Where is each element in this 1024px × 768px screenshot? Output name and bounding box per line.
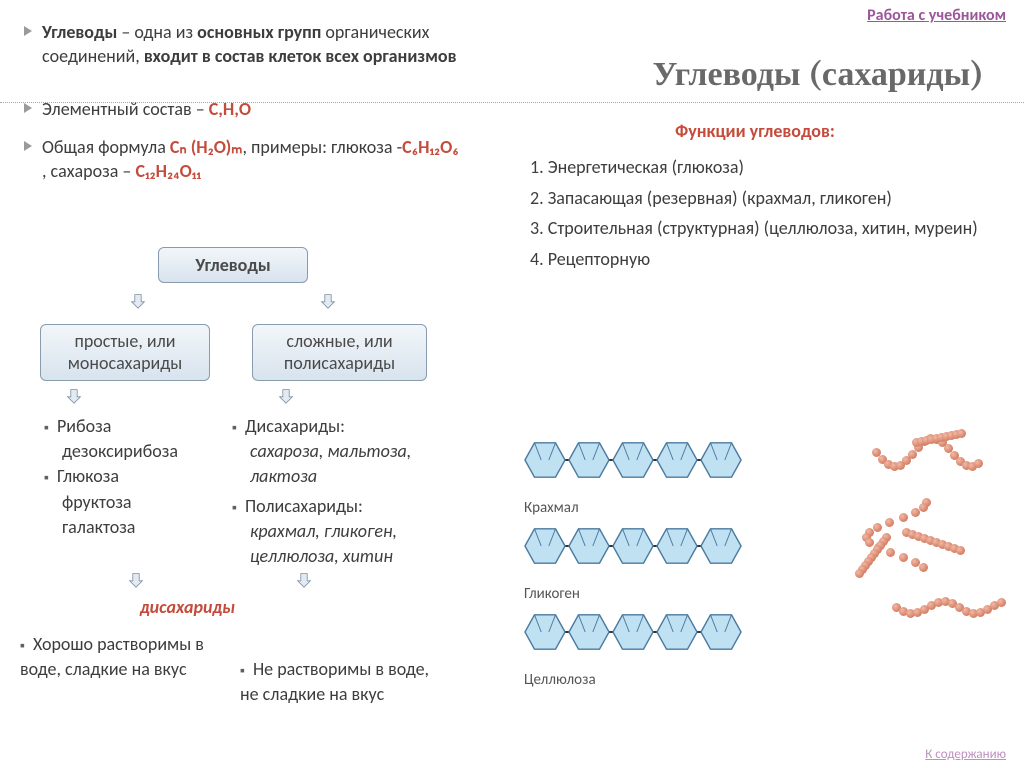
list-item: галактоза xyxy=(44,515,214,540)
functions-list: 1. Энергетическая (глюкоза) 2. Запасающа… xyxy=(530,152,1000,274)
list-item: Рибоза xyxy=(44,414,214,439)
list-item: Дисахариды: xyxy=(232,414,462,439)
chain-label: Гликоген xyxy=(524,585,738,603)
mono-list: Рибоза дезоксирибоза Глюкоза фруктоза га… xyxy=(44,414,214,540)
function-item: 1. Энергетическая (глюкоза) xyxy=(530,152,1000,183)
term: Углеводы xyxy=(42,21,117,43)
bullet-icon xyxy=(24,26,32,36)
list-item: Хорошо растворимы в воде, сладкие на вку… xyxy=(20,632,230,682)
simple-box: простые, или моносахариды xyxy=(40,324,210,381)
arrow-icon xyxy=(320,293,336,309)
root-box: Углеводы xyxy=(158,247,308,283)
list-item: крахмал, гликоген, целлюлоза, хитин xyxy=(232,519,462,569)
disaccharide-label: дисахариды xyxy=(140,596,235,618)
arrow-icon xyxy=(66,388,82,404)
chain-label: Целлюлоза xyxy=(524,671,738,689)
functions-block: Функции углеводов: 1. Энергетическая (гл… xyxy=(510,120,1000,274)
function-item: 4. Рецепторную xyxy=(530,244,1000,275)
insoluble-text: Не растворимы в воде, не сладкие на вкус xyxy=(240,632,450,733)
arrow-icon xyxy=(130,293,146,309)
elemental-bullet: Элементный состав – C,H,O xyxy=(24,97,464,121)
list-item: сахароза, мальтоза, лактоза xyxy=(232,439,462,489)
definition-text: Углеводы – одна из основных групп органи… xyxy=(42,20,464,69)
arrow-icon xyxy=(278,388,294,404)
bullet-icon xyxy=(24,103,32,113)
arrow-icon xyxy=(296,572,312,588)
slide-title: Углеводы (сахариды) xyxy=(653,54,984,94)
elemental-text: Элементный состав – C,H,O xyxy=(42,97,251,121)
polysaccharide-chains: Крахмал Гликоген Целлюлоза xyxy=(524,437,738,695)
list-item: фруктоза xyxy=(44,490,214,515)
glycogen-beads xyxy=(832,428,1012,648)
soluble-text: Хорошо растворимы в воде, сладкие на вку… xyxy=(20,632,230,682)
list-item: Глюкоза xyxy=(44,464,214,489)
definition-bullet: Углеводы – одна из основных групп органи… xyxy=(24,20,464,69)
arrow-icon xyxy=(128,572,144,588)
complex-box: сложные, или полисахариды xyxy=(252,324,427,381)
textbook-link[interactable]: Работа с учебником xyxy=(867,6,1006,25)
contents-link[interactable]: К содержанию xyxy=(925,747,1006,762)
formula-text: Общая формула Cₙ (H₂O)ₘ, примеры: глюкоз… xyxy=(42,135,464,184)
list-item: дезоксирибоза xyxy=(44,439,214,464)
bullet-icon xyxy=(24,141,32,151)
function-item: 2. Запасающая (резервная) (крахмал, глик… xyxy=(530,183,1000,214)
functions-title: Функции углеводов: xyxy=(510,120,1000,142)
list-item: Полисахариды: xyxy=(232,494,462,519)
left-column: Углеводы – одна из основных групп органи… xyxy=(24,20,464,197)
list-item: Не растворимы в воде, не сладкие на вкус xyxy=(240,657,450,707)
poly-list: Дисахариды: сахароза, мальтоза, лактоза … xyxy=(232,414,462,569)
function-item: 3. Строительная (структурная) (целлюлоза… xyxy=(530,213,1000,244)
formula-bullet: Общая формула Cₙ (H₂O)ₘ, примеры: глюкоз… xyxy=(24,135,464,184)
chain-label: Крахмал xyxy=(524,499,738,517)
